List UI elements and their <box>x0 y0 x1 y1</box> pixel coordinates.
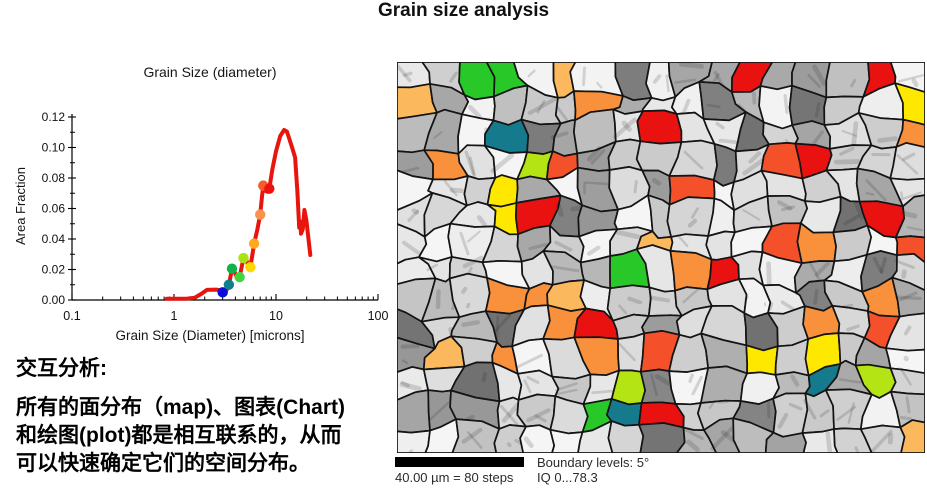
svg-text:100: 100 <box>368 309 389 323</box>
gray-grain <box>889 62 925 93</box>
gray-grain <box>703 417 741 453</box>
marker-red <box>264 183 275 194</box>
gray-grain <box>493 424 527 453</box>
gray-grain <box>890 390 925 429</box>
gray-grain <box>889 367 925 396</box>
scale-bar <box>395 457 524 467</box>
svg-text:0.08: 0.08 <box>42 171 66 185</box>
colored-grain <box>669 250 713 292</box>
gray-grain <box>764 431 807 453</box>
gray-grain <box>891 276 925 318</box>
gray-grain <box>712 143 738 187</box>
colored-grain <box>636 109 683 145</box>
gray-grain <box>885 312 925 352</box>
gray-grain <box>675 426 718 453</box>
gray-grain <box>825 62 871 99</box>
gray-grain <box>549 428 584 453</box>
gray-grain <box>889 142 925 181</box>
grain-size-chart: 0.00 0.02 0.04 0.06 0.08 0.10 0.12 0.1 1 10 100 Gr… <box>10 58 390 350</box>
gray-grain <box>607 420 645 453</box>
svg-text:0.10: 0.10 <box>42 141 66 155</box>
notes-body: 所有的面分布（map)、图表(Chart) 和绘图(plot)都是相互联系的，从… <box>16 396 345 475</box>
gray-grain <box>885 347 925 375</box>
scale-label: 40.00 µm = 80 steps <box>395 470 514 485</box>
map-caption: 40.00 µm = 80 steps Boundary levels: 5° … <box>395 454 925 494</box>
gray-grain <box>894 194 925 239</box>
notes-heading: 交互分析: <box>16 357 107 380</box>
gray-grain <box>451 418 501 453</box>
chart-y-axis-label: Area Fraction <box>13 166 28 246</box>
svg-text:0.12: 0.12 <box>42 110 66 124</box>
gray-grain <box>889 177 925 208</box>
colored-grain <box>899 419 925 453</box>
svg-text:1: 1 <box>171 309 178 323</box>
boundary-levels-label: Boundary levels: 5° <box>537 455 650 470</box>
svg-text:0.1: 0.1 <box>63 309 80 323</box>
gray-grain <box>666 196 716 238</box>
marker-orange <box>248 238 260 249</box>
marker-yellow-green <box>238 252 249 264</box>
svg-text:0.06: 0.06 <box>42 202 66 216</box>
marker-light-orange <box>255 209 266 220</box>
colored-grain <box>894 82 925 126</box>
gray-grain <box>424 418 460 453</box>
gray-grain <box>732 417 775 453</box>
chart-plot-svg: 0.00 0.02 0.04 0.06 0.08 0.10 0.12 0.1 1 10 100 <box>42 110 389 323</box>
gray-grain <box>859 424 906 453</box>
gray-grain <box>397 429 431 453</box>
marker-green <box>226 263 238 274</box>
iq-range-label: IQ 0...78.3 <box>537 470 598 485</box>
page-title: Grain size analysis <box>377 0 550 21</box>
gray-grain <box>577 420 614 453</box>
gray-grain <box>617 332 646 373</box>
colored-grain <box>895 118 925 149</box>
gray-grain <box>891 253 925 292</box>
chart-x-axis-label: Grain Size (Diameter) [microns] <box>115 328 305 343</box>
chart-title: Grain Size (diameter) <box>143 64 277 80</box>
grain-map-image <box>397 62 925 453</box>
svg-text:0.04: 0.04 <box>42 232 66 246</box>
marker-blue <box>217 287 228 298</box>
svg-text:10: 10 <box>269 309 283 323</box>
gray-grain <box>833 427 873 453</box>
scale-bar-rect <box>395 457 524 467</box>
gray-grain <box>519 424 556 453</box>
gray-grain <box>801 428 839 453</box>
marker-light-green <box>234 271 245 283</box>
gray-grain <box>700 365 748 404</box>
colored-grain <box>745 344 779 376</box>
gray-grain <box>638 422 686 453</box>
svg-text:0.02: 0.02 <box>42 263 66 277</box>
svg-text:0.00: 0.00 <box>42 293 66 307</box>
marker-teal <box>223 279 235 290</box>
marker-yellow <box>245 262 256 273</box>
